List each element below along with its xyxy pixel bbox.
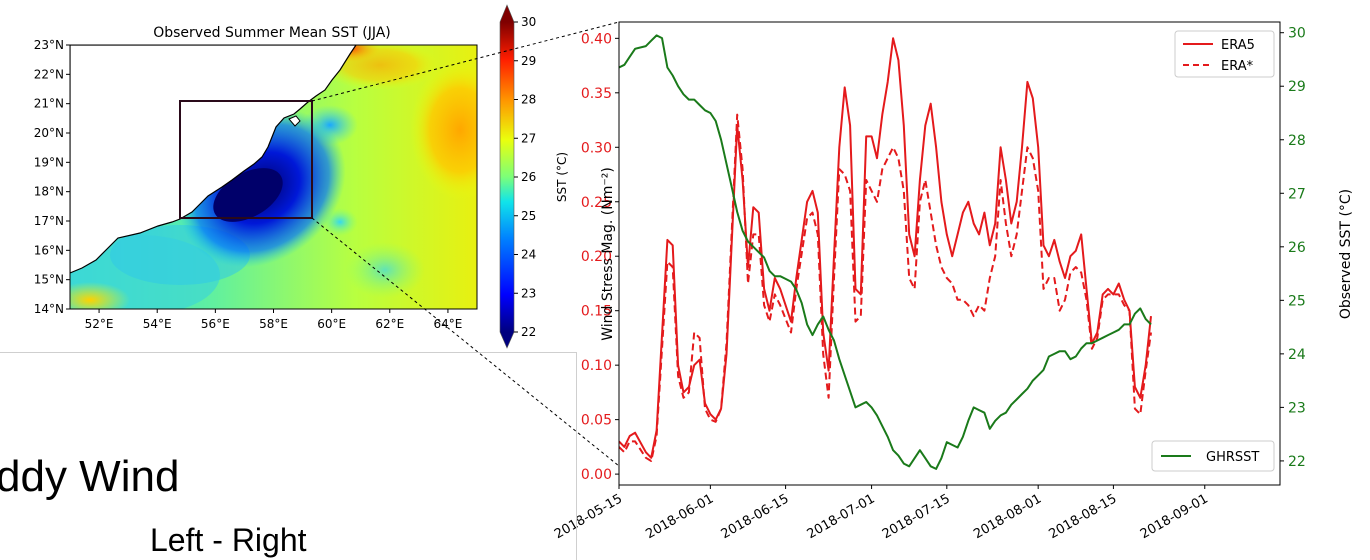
sst-field: [70, 45, 477, 309]
colorbar-tick: 24: [521, 248, 536, 262]
colorbar-tick: 30: [521, 15, 536, 29]
right-y-tick: 27: [1288, 186, 1306, 202]
colorbar-tick: 26: [521, 170, 536, 184]
map-lat-tick: 14°N: [34, 302, 64, 316]
right-y-tick: 24: [1288, 347, 1306, 363]
x-date-tick: 2018-09-01: [1138, 491, 1211, 542]
zoom-connector-top: [311, 21, 620, 102]
left-y-tick: 0.10: [581, 358, 612, 374]
series-line-ghrsst: [619, 34, 1152, 470]
legend-era: ERA5 ERA*: [1174, 30, 1275, 78]
x-date-tick: 2018-07-15: [880, 491, 953, 542]
map-lat-tick: 20°N: [34, 126, 64, 140]
map-lat-tick: 23°N: [34, 38, 64, 52]
sst-map-panel: Observed Summer Mean SST (JJA) 14°N 15°N 1…: [34, 4, 620, 467]
timeseries-panel: 0.00 0.05 0.10 0.15 0.20 0.25 0.30 0.35 0.40 22 2…: [552, 21, 1354, 542]
left-axis-label: Wind Stress Mag. (Nm⁻²): [600, 167, 616, 341]
map-lon-tick: 52°E: [85, 317, 114, 331]
left-y-tick: 0.15: [581, 304, 612, 320]
colorbar-tick: 28: [521, 93, 536, 107]
map-lon-tick: 54°E: [143, 317, 172, 331]
x-date-tick: 2018-06-01: [643, 491, 716, 542]
colorbar-tick: 29: [521, 54, 536, 68]
map-lat-tick: 22°N: [34, 67, 64, 81]
left-y-tick: 0.00: [581, 467, 612, 483]
colorbar-tick: 23: [521, 286, 536, 300]
study-region-box: [179, 100, 313, 219]
colorbar-tick: 25: [521, 209, 536, 223]
left-y-tick: 0.05: [581, 413, 612, 429]
right-axis-label: Observed SST (°C): [1338, 189, 1354, 319]
right-y-tick: 30: [1288, 26, 1306, 42]
right-y-tick: 28: [1288, 133, 1306, 149]
map-lon-tick: 56°E: [201, 317, 230, 331]
map-lon-tick: 58°E: [259, 317, 288, 331]
legend-ghrsst: GHRSST: [1151, 440, 1275, 472]
map-lat-tick: 16°N: [34, 243, 64, 257]
slide-subtitle-fragment: Left - Right: [150, 522, 307, 558]
legend-label-era5: ERA5: [1221, 38, 1255, 53]
left-y-tick: 0.25: [581, 195, 612, 211]
slide-content-frame: [0, 352, 577, 560]
map-lon-tick: 60°E: [317, 317, 346, 331]
right-y-tick: 22: [1288, 454, 1306, 470]
x-date-tick: 2018-07-01: [805, 491, 878, 542]
right-y-tick: 26: [1288, 240, 1306, 256]
map-lat-tick: 17°N: [34, 214, 64, 228]
right-y-tick: 29: [1288, 79, 1306, 95]
x-date-tick: 2018-08-01: [971, 491, 1044, 542]
map-title: Observed Summer Mean SST (JJA): [153, 25, 391, 41]
left-y-tick: 0.20: [581, 249, 612, 265]
colorbar-tick: 22: [521, 325, 536, 339]
series-line-era5: [619, 37, 1152, 459]
map-lat-tick: 15°N: [34, 273, 64, 287]
legend-label-ghrsst: GHRSST: [1206, 450, 1259, 465]
legend-label-erastar: ERA*: [1221, 59, 1254, 74]
colorbar-label: SST (°C): [555, 152, 569, 202]
map-lon-tick: 62°E: [375, 317, 404, 331]
colorbar: 22 23 24 25 26 27 28 29 30 SST (°C): [499, 4, 569, 349]
right-y-tick: 25: [1288, 293, 1306, 309]
x-date-tick: 2018-08-15: [1046, 491, 1119, 542]
left-y-tick: 0.35: [581, 86, 612, 102]
slide-title-fragment: ddy Wind: [0, 452, 180, 501]
left-y-tick: 0.30: [581, 140, 612, 156]
map-lat-tick: 18°N: [34, 185, 64, 199]
left-y-tick: 0.40: [581, 31, 612, 47]
map-lat-tick: 21°N: [34, 97, 64, 111]
colorbar-tick: 27: [521, 131, 536, 145]
plot-frame: [618, 21, 1281, 486]
right-y-tick: 23: [1288, 400, 1306, 416]
series-line-era: [619, 113, 1152, 462]
map-lon-tick: 64°E: [433, 317, 462, 331]
x-date-tick: 2018-06-15: [719, 491, 792, 542]
map-lat-tick: 19°N: [34, 155, 64, 169]
